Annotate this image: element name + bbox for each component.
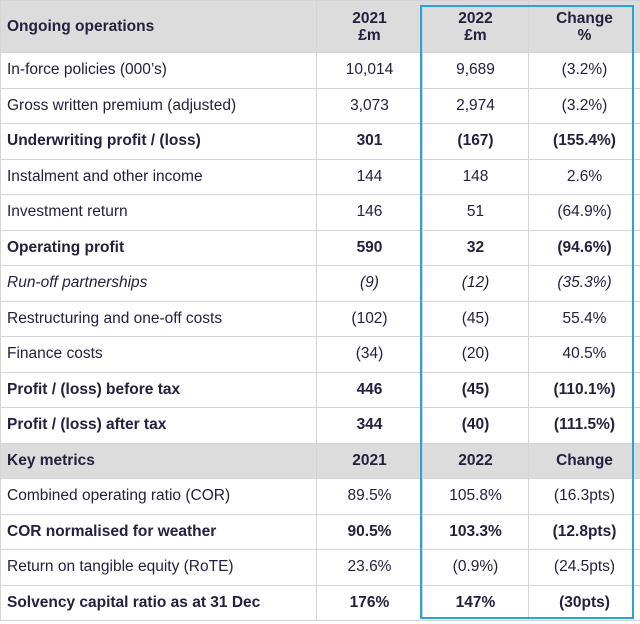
value-2022: 51 <box>422 194 529 231</box>
row-label: Gross written premium (adjusted) <box>0 87 317 124</box>
value-2021: 23.6% <box>316 549 423 586</box>
table-row: Return on tangible equity (RoTE) 23.6% (0.… <box>0 549 640 586</box>
value-2022: (0.9%) <box>422 549 529 586</box>
value-2022: (20) <box>422 336 529 373</box>
row-label: Combined operating ratio (COR) <box>0 478 317 515</box>
row-label: Underwriting profit / (loss) <box>0 123 317 160</box>
table-row: Combined operating ratio (COR) 89.5% 105.8… <box>0 478 640 515</box>
row-label: Restructuring and one-off costs <box>0 300 317 337</box>
table-row: COR normalised for weather 90.5% 103.3% (12… <box>0 513 640 550</box>
table-row: Finance costs (34) (20) 40.5% <box>0 336 640 373</box>
value-change: (3.2%) <box>528 52 640 89</box>
value-2021: 446 <box>316 371 423 408</box>
value-2022: 9,689 <box>422 52 529 89</box>
column-header-2022: 2022 <box>422 442 529 479</box>
row-label: Return on tangible equity (RoTE) <box>0 549 317 586</box>
value-2021: 344 <box>316 407 423 444</box>
value-2021: 90.5% <box>316 513 423 550</box>
value-2022: (12) <box>422 265 529 302</box>
row-label: Profit / (loss) before tax <box>0 371 317 408</box>
row-label: Finance costs <box>0 336 317 373</box>
value-2021: (102) <box>316 300 423 337</box>
section-header-key-metrics: Key metrics 2021 2022 Change <box>0 442 640 479</box>
table-row: Solvency capital ratio as at 31 Dec 176% 1… <box>0 584 640 621</box>
value-2022: 147% <box>422 584 529 621</box>
value-2021: (34) <box>316 336 423 373</box>
column-header-2022: 2022 £m <box>422 0 529 53</box>
row-label: Instalment and other income <box>0 158 317 195</box>
table-row: Underwriting profit / (loss) 301 (167) (155… <box>0 123 640 160</box>
value-2021: (9) <box>316 265 423 302</box>
column-header-2021: 2021 <box>316 442 423 479</box>
value-2022: (40) <box>422 407 529 444</box>
value-change: (35.3%) <box>528 265 640 302</box>
table-row: Restructuring and one-off costs (102) (45)… <box>0 300 640 337</box>
value-change: (24.5pts) <box>528 549 640 586</box>
row-label: Profit / (loss) after tax <box>0 407 317 444</box>
value-2022: 103.3% <box>422 513 529 550</box>
value-2022: 148 <box>422 158 529 195</box>
row-label: COR normalised for weather <box>0 513 317 550</box>
section-header-ongoing-operations: Ongoing operations 2021 £m 2022 £m Change% <box>0 0 640 53</box>
value-change: (16.3pts) <box>528 478 640 515</box>
value-2021: 10,014 <box>316 52 423 89</box>
value-2021: 146 <box>316 194 423 231</box>
table-row: Gross written premium (adjusted) 3,073 2,9… <box>0 87 640 124</box>
section-title: Ongoing operations <box>0 0 317 53</box>
row-label: Run-off partnerships <box>0 265 317 302</box>
column-header-2021: 2021 £m <box>316 0 423 53</box>
table-row: Profit / (loss) after tax 344 (40) (111.5%) <box>0 407 640 444</box>
value-change: (111.5%) <box>528 407 640 444</box>
value-change: (110.1%) <box>528 371 640 408</box>
value-change: (12.8pts) <box>528 513 640 550</box>
table-row: Instalment and other income 144 148 2.6% <box>0 158 640 195</box>
value-change: (64.9%) <box>528 194 640 231</box>
table-row: Operating profit 590 32 (94.6%) <box>0 229 640 266</box>
value-2021: 3,073 <box>316 87 423 124</box>
value-change: (3.2%) <box>528 87 640 124</box>
value-change: (94.6%) <box>528 229 640 266</box>
row-label: Investment return <box>0 194 317 231</box>
value-2021: 89.5% <box>316 478 423 515</box>
value-2022: 2,974 <box>422 87 529 124</box>
value-2021: 176% <box>316 584 423 621</box>
value-change: (155.4%) <box>528 123 640 160</box>
value-2022: (167) <box>422 123 529 160</box>
value-2022: (45) <box>422 300 529 337</box>
table-row: In-force policies (000’s) 10,014 9,689 (3.2… <box>0 52 640 89</box>
value-change: 55.4% <box>528 300 640 337</box>
value-2022: 105.8% <box>422 478 529 515</box>
column-header-change: Change% <box>528 0 640 53</box>
table-row: Run-off partnerships (9) (12) (35.3%) <box>0 265 640 302</box>
row-label: Solvency capital ratio as at 31 Dec <box>0 584 317 621</box>
value-2021: 301 <box>316 123 423 160</box>
table-row: Investment return 146 51 (64.9%) <box>0 194 640 231</box>
table-row: Profit / (loss) before tax 446 (45) (110.1%… <box>0 371 640 408</box>
value-2021: 144 <box>316 158 423 195</box>
value-change: 40.5% <box>528 336 640 373</box>
value-2022: (45) <box>422 371 529 408</box>
value-change: 2.6% <box>528 158 640 195</box>
column-header-change: Change <box>528 442 640 479</box>
row-label: In-force policies (000’s) <box>0 52 317 89</box>
section-title: Key metrics <box>0 442 317 479</box>
value-2021: 590 <box>316 229 423 266</box>
value-change: (30pts) <box>528 584 640 621</box>
row-label: Operating profit <box>0 229 317 266</box>
value-2022: 32 <box>422 229 529 266</box>
